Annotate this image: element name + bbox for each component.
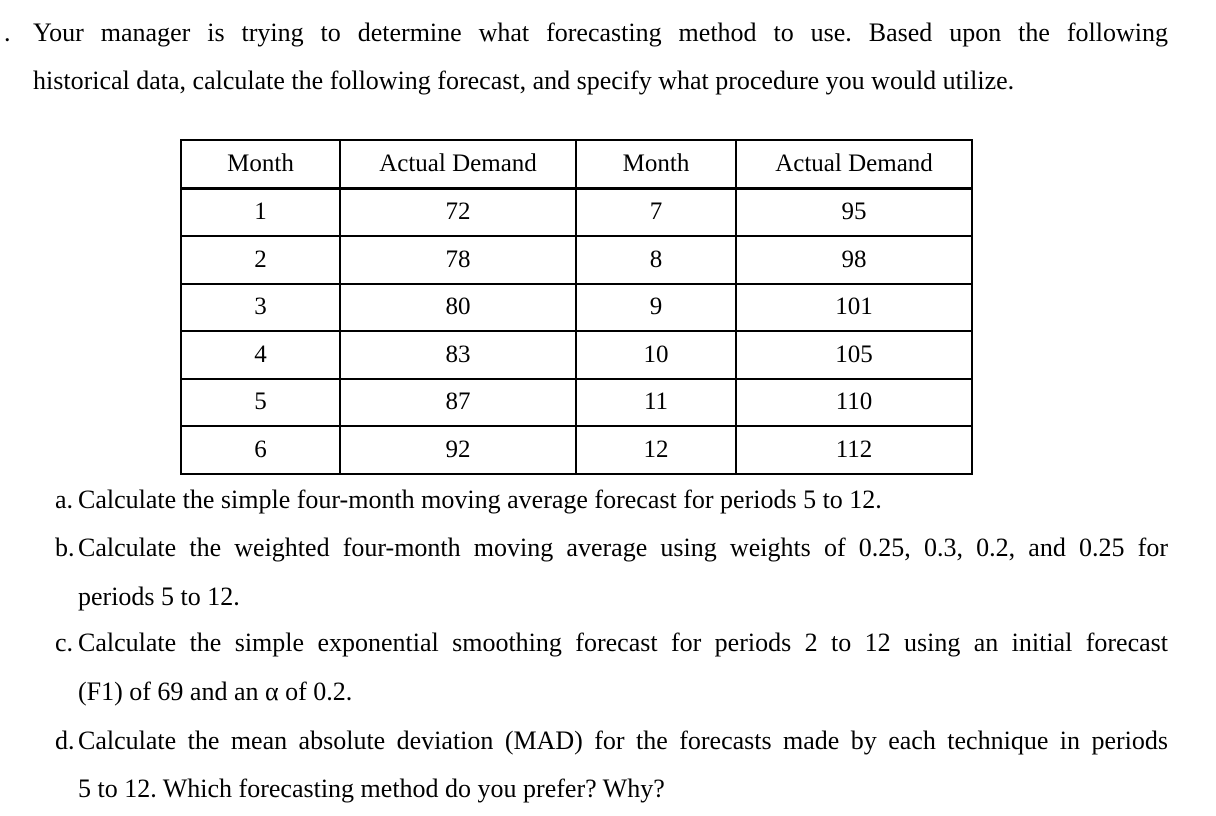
table-cell: 87 <box>339 377 577 427</box>
table-row: 2 78 8 98 <box>180 235 973 285</box>
table-row: 5 87 11 110 <box>180 377 973 427</box>
table-cell: 95 <box>735 187 973 237</box>
table-cell: 110 <box>735 377 973 427</box>
part-text: periods 5 to 12. <box>78 582 240 611</box>
part-text: Calculate the simple exponential smoothi… <box>78 628 1168 657</box>
header-cell: Actual Demand <box>339 139 577 190</box>
question-number-marker: . <box>4 18 11 47</box>
table-cell: 8 <box>575 235 737 285</box>
table-cell: 6 <box>180 425 341 475</box>
table-cell: 4 <box>180 330 341 380</box>
table-row: 3 80 9 101 <box>180 282 973 332</box>
part-label: d. <box>55 726 75 755</box>
intro-line-2: historical data, calculate the following… <box>33 66 1015 95</box>
part-text: Calculate the mean absolute deviation (M… <box>78 726 1168 755</box>
table-cell: 112 <box>735 425 973 475</box>
part-label: c. <box>55 628 74 657</box>
header-cell: Actual Demand <box>735 139 973 190</box>
table-cell: 83 <box>339 330 577 380</box>
table-cell: 10 <box>575 330 737 380</box>
table-cell: 105 <box>735 330 973 380</box>
table-cell: 98 <box>735 235 973 285</box>
part-text: (F1) of 69 and an α of 0.2. <box>78 677 353 706</box>
table-cell: 2 <box>180 235 341 285</box>
table-cell: 9 <box>575 282 737 332</box>
table-row: 6 92 12 112 <box>180 425 973 475</box>
header-cell: Month <box>575 139 737 190</box>
intro-line-1: Your manager is trying to determine what… <box>33 18 1168 47</box>
table-cell: 80 <box>339 282 577 332</box>
table-cell: 5 <box>180 377 341 427</box>
header-cell: Month <box>180 139 341 190</box>
part-text: Calculate the weighted four-month moving… <box>78 533 1168 562</box>
table-row: 1 72 7 95 <box>180 187 973 237</box>
demand-table: Month Actual Demand Month Actual Demand … <box>180 139 973 475</box>
table-cell: 12 <box>575 425 737 475</box>
table-cell: 92 <box>339 425 577 475</box>
table-row: 4 83 10 105 <box>180 330 973 380</box>
part-text: Calculate the simple four-month moving a… <box>78 485 882 514</box>
part-text: 5 to 12. Which forecasting method do you… <box>78 774 665 803</box>
table-cell: 7 <box>575 187 737 237</box>
part-label: a. <box>55 485 74 514</box>
table-cell: 11 <box>575 377 737 427</box>
table-cell: 1 <box>180 187 341 237</box>
part-label: b. <box>55 533 75 562</box>
table-cell: 72 <box>339 187 577 237</box>
table-cell: 78 <box>339 235 577 285</box>
table-cell: 101 <box>735 282 973 332</box>
table-cell: 3 <box>180 282 341 332</box>
table-header-row: Month Actual Demand Month Actual Demand <box>180 139 973 190</box>
